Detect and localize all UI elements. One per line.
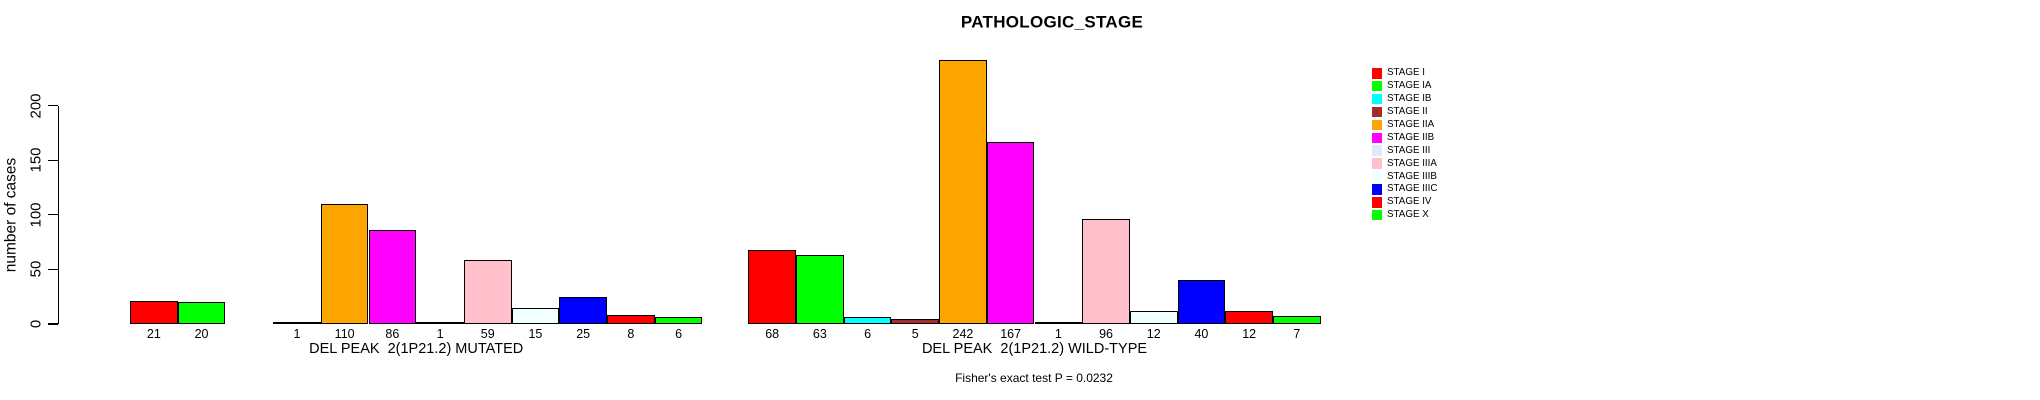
legend-swatch xyxy=(1371,209,1382,221)
legend-swatch xyxy=(1371,197,1382,208)
legend-swatch xyxy=(1371,132,1382,144)
bar xyxy=(986,141,1035,324)
bar-value-label: 110 xyxy=(334,326,355,341)
y-tick-label: 100 xyxy=(27,202,45,228)
bar-value-label: 40 xyxy=(1194,326,1209,341)
bar xyxy=(796,255,844,324)
bar xyxy=(416,321,464,324)
legend-label: STAGE IIB xyxy=(1387,131,1435,143)
bar-value-label: 242 xyxy=(952,326,974,341)
bar-value-label: 21 xyxy=(146,326,161,341)
legend-label: STAGE IA xyxy=(1387,80,1432,92)
bar xyxy=(843,317,892,324)
group-axis-label: DEL PEAK 2(1P21.2) MUTATED xyxy=(309,340,524,357)
bar xyxy=(1129,310,1178,324)
legend-label: STAGE IIIB xyxy=(1387,170,1437,182)
y-axis-tick xyxy=(48,323,58,325)
legend-label: STAGE III xyxy=(1387,144,1431,156)
bar-value-label: 59 xyxy=(480,326,495,341)
legend-label: STAGE IV xyxy=(1387,196,1432,208)
bar xyxy=(1273,316,1321,324)
bar xyxy=(748,249,796,324)
bar xyxy=(463,259,512,324)
bar-value-label: 5 xyxy=(911,326,919,341)
bar-value-label: 86 xyxy=(385,326,400,341)
legend-label: STAGE II xyxy=(1387,106,1428,118)
y-axis-tick xyxy=(48,104,58,107)
y-tick-label: 0 xyxy=(27,319,45,329)
bar xyxy=(177,302,226,324)
bar xyxy=(939,59,987,324)
legend-swatch xyxy=(1371,119,1382,131)
group-axis-label: DEL PEAK 2(1P21.2) WILD-TYPE xyxy=(921,340,1148,357)
y-tick-label: 200 xyxy=(27,93,45,119)
legend-swatch xyxy=(1371,93,1382,105)
bar-value-label: 1 xyxy=(1054,326,1062,341)
y-axis-label: number of cases xyxy=(2,157,20,273)
bar xyxy=(273,321,321,324)
bar xyxy=(368,230,417,324)
legend-label: STAGE IIA xyxy=(1387,118,1435,130)
bar xyxy=(891,318,940,324)
bar xyxy=(1034,321,1083,324)
y-axis-line xyxy=(57,105,59,325)
bar-value-label: 96 xyxy=(1099,326,1113,341)
bar-value-label: 1 xyxy=(293,326,301,341)
y-axis-tick xyxy=(48,159,58,161)
bar-value-label: 6 xyxy=(675,326,683,341)
bar xyxy=(607,315,655,324)
y-axis-tick xyxy=(48,214,58,216)
bar-value-label: 63 xyxy=(812,326,827,341)
legend-swatch xyxy=(1371,80,1382,92)
bar-value-label: 15 xyxy=(528,326,543,341)
bar-value-label: 6 xyxy=(864,326,872,341)
bar-value-label: 8 xyxy=(627,326,635,341)
legend-swatch xyxy=(1371,158,1382,169)
legend-swatch xyxy=(1371,68,1382,79)
legend-swatch xyxy=(1371,184,1382,195)
bar xyxy=(1225,310,1273,324)
legend-label: STAGE IB xyxy=(1387,93,1432,105)
bar-value-label: 1 xyxy=(436,326,444,341)
chart-title: PATHOLOGIC_STAGE xyxy=(960,12,1144,32)
legend-swatch xyxy=(1371,171,1382,182)
bar xyxy=(320,203,369,324)
legend-label: STAGE X xyxy=(1387,209,1429,221)
bar-value-label: 12 xyxy=(1146,326,1161,341)
bar xyxy=(1177,280,1226,324)
legend-label: STAGE IIIC xyxy=(1387,183,1438,195)
bar xyxy=(559,296,607,324)
bar xyxy=(511,307,560,324)
bar-value-label: 68 xyxy=(765,326,780,341)
y-tick-label: 50 xyxy=(27,261,45,278)
bar xyxy=(1082,219,1130,324)
legend-swatch xyxy=(1371,145,1382,156)
fisher-test-annotation: Fisher's exact test P = 0.0232 xyxy=(955,371,1113,385)
bar-value-label: 25 xyxy=(576,326,591,341)
y-axis-tick xyxy=(48,268,58,271)
legend-label: STAGE IIIA xyxy=(1387,157,1437,169)
bar xyxy=(130,301,178,324)
legend-swatch xyxy=(1371,106,1382,118)
bar-value-label: 7 xyxy=(1293,326,1301,341)
bar-value-label: 12 xyxy=(1242,326,1257,341)
bar xyxy=(654,317,703,324)
y-tick-label: 150 xyxy=(27,147,45,173)
bar-value-label: 167 xyxy=(1000,326,1022,341)
legend-label: STAGE I xyxy=(1387,67,1425,79)
bar-value-label: 20 xyxy=(194,326,209,341)
